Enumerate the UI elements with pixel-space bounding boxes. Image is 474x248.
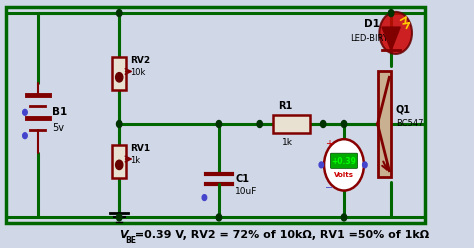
Circle shape — [216, 121, 222, 127]
Text: 10uF: 10uF — [235, 187, 257, 196]
Circle shape — [363, 162, 367, 168]
Text: B1: B1 — [52, 107, 67, 117]
Circle shape — [257, 121, 263, 127]
Text: BE: BE — [126, 236, 137, 245]
Circle shape — [117, 10, 122, 17]
Circle shape — [341, 121, 346, 127]
Text: Volts: Volts — [334, 172, 354, 178]
Text: =0.39 V, RV2 = 72% of 10kΩ, RV1 =50% of 1kΩ: =0.39 V, RV2 = 72% of 10kΩ, RV1 =50% of … — [131, 230, 429, 241]
Circle shape — [324, 139, 364, 190]
Circle shape — [202, 195, 207, 200]
Text: 1k: 1k — [282, 138, 292, 147]
Polygon shape — [382, 27, 400, 50]
Circle shape — [117, 121, 122, 127]
Text: 10k: 10k — [130, 68, 146, 77]
Circle shape — [23, 109, 27, 115]
Text: LED-BIRY: LED-BIRY — [350, 34, 388, 43]
Circle shape — [320, 121, 326, 127]
FancyBboxPatch shape — [273, 115, 310, 133]
FancyBboxPatch shape — [330, 153, 357, 168]
Circle shape — [319, 162, 324, 168]
Circle shape — [116, 73, 123, 82]
Text: C1: C1 — [235, 174, 249, 184]
Circle shape — [116, 160, 123, 170]
Circle shape — [388, 10, 394, 17]
Text: RV2: RV2 — [130, 56, 150, 65]
Text: D1: D1 — [364, 19, 380, 29]
Text: Q1: Q1 — [396, 104, 410, 114]
Circle shape — [379, 12, 412, 54]
FancyBboxPatch shape — [377, 71, 391, 177]
Text: R1: R1 — [278, 101, 292, 111]
Text: RV1: RV1 — [130, 144, 150, 153]
Text: +0.39: +0.39 — [331, 157, 356, 166]
Text: BC547: BC547 — [396, 119, 423, 128]
Circle shape — [216, 214, 222, 221]
FancyBboxPatch shape — [112, 145, 127, 178]
Text: V: V — [119, 230, 128, 241]
Circle shape — [341, 214, 346, 221]
Text: +: + — [325, 139, 333, 149]
Circle shape — [23, 133, 27, 139]
Text: −: − — [325, 183, 333, 193]
FancyBboxPatch shape — [112, 58, 127, 90]
Circle shape — [117, 214, 122, 221]
Text: 5v: 5v — [52, 123, 64, 132]
Text: 1k: 1k — [130, 155, 140, 164]
